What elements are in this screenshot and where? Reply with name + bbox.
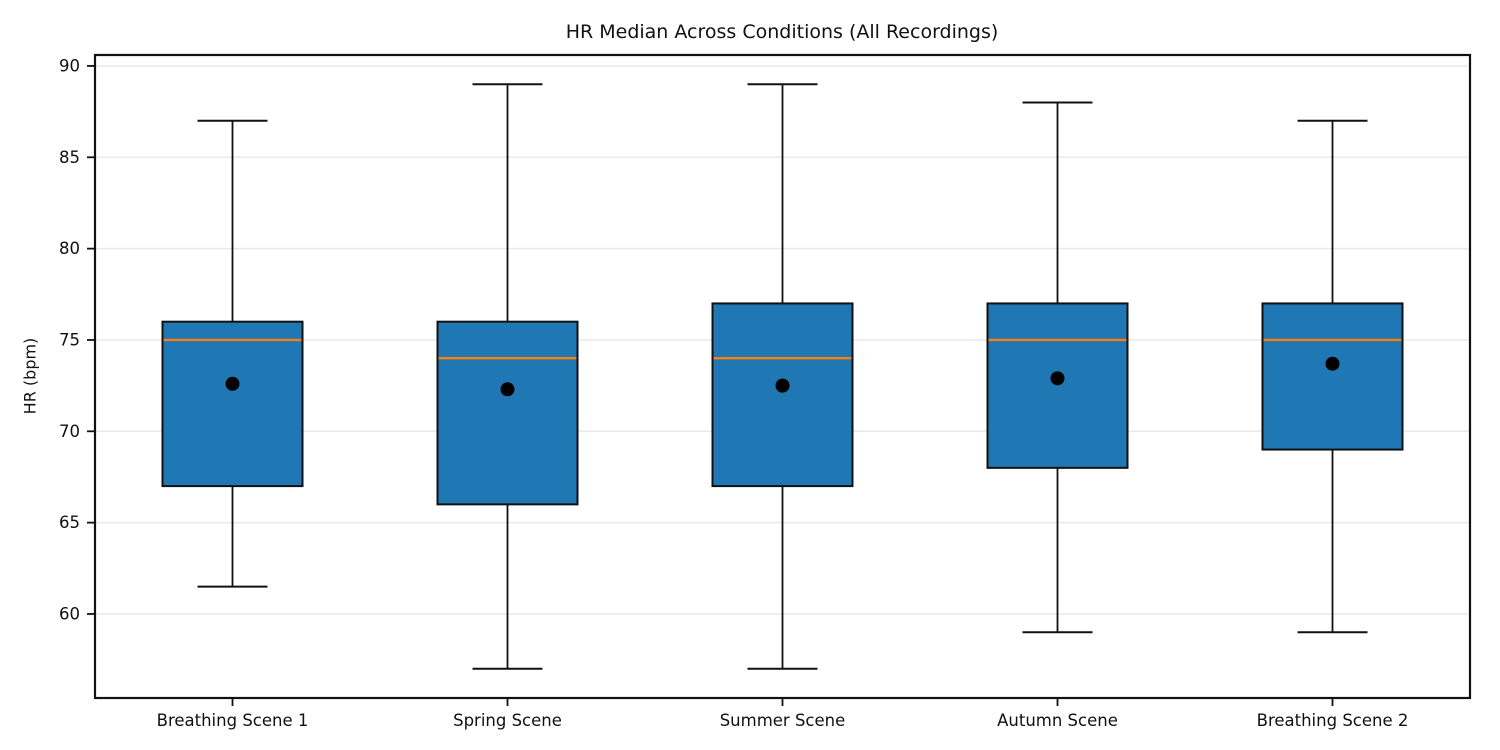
x-tick-label: Spring Scene	[453, 711, 562, 730]
y-tick-label: 60	[59, 604, 80, 623]
mean-dot	[500, 382, 515, 397]
y-tick-label: 75	[59, 330, 80, 349]
x-tick-label: Breathing Scene 2	[1257, 711, 1409, 730]
y-tick-label: 70	[59, 422, 80, 441]
chart-title: HR Median Across Conditions (All Recordi…	[565, 21, 999, 43]
mean-dot	[225, 376, 240, 391]
y-tick-label: 90	[59, 56, 80, 75]
y-tick-label: 80	[59, 239, 80, 258]
mean-dot	[1050, 371, 1065, 386]
mean-dot	[775, 378, 790, 393]
box	[1261, 302, 1404, 451]
box	[986, 302, 1129, 469]
y-tick-label: 85	[59, 148, 80, 167]
y-tick-label: 65	[59, 513, 80, 532]
x-tick-label: Summer Scene	[720, 711, 846, 730]
plot-border	[93, 53, 1472, 700]
box	[161, 320, 304, 488]
box	[436, 320, 579, 506]
box	[711, 302, 854, 488]
mean-dot	[1325, 356, 1340, 371]
x-tick-label: Autumn Scene	[997, 711, 1118, 730]
x-tick-label: Breathing Scene 1	[157, 711, 309, 730]
